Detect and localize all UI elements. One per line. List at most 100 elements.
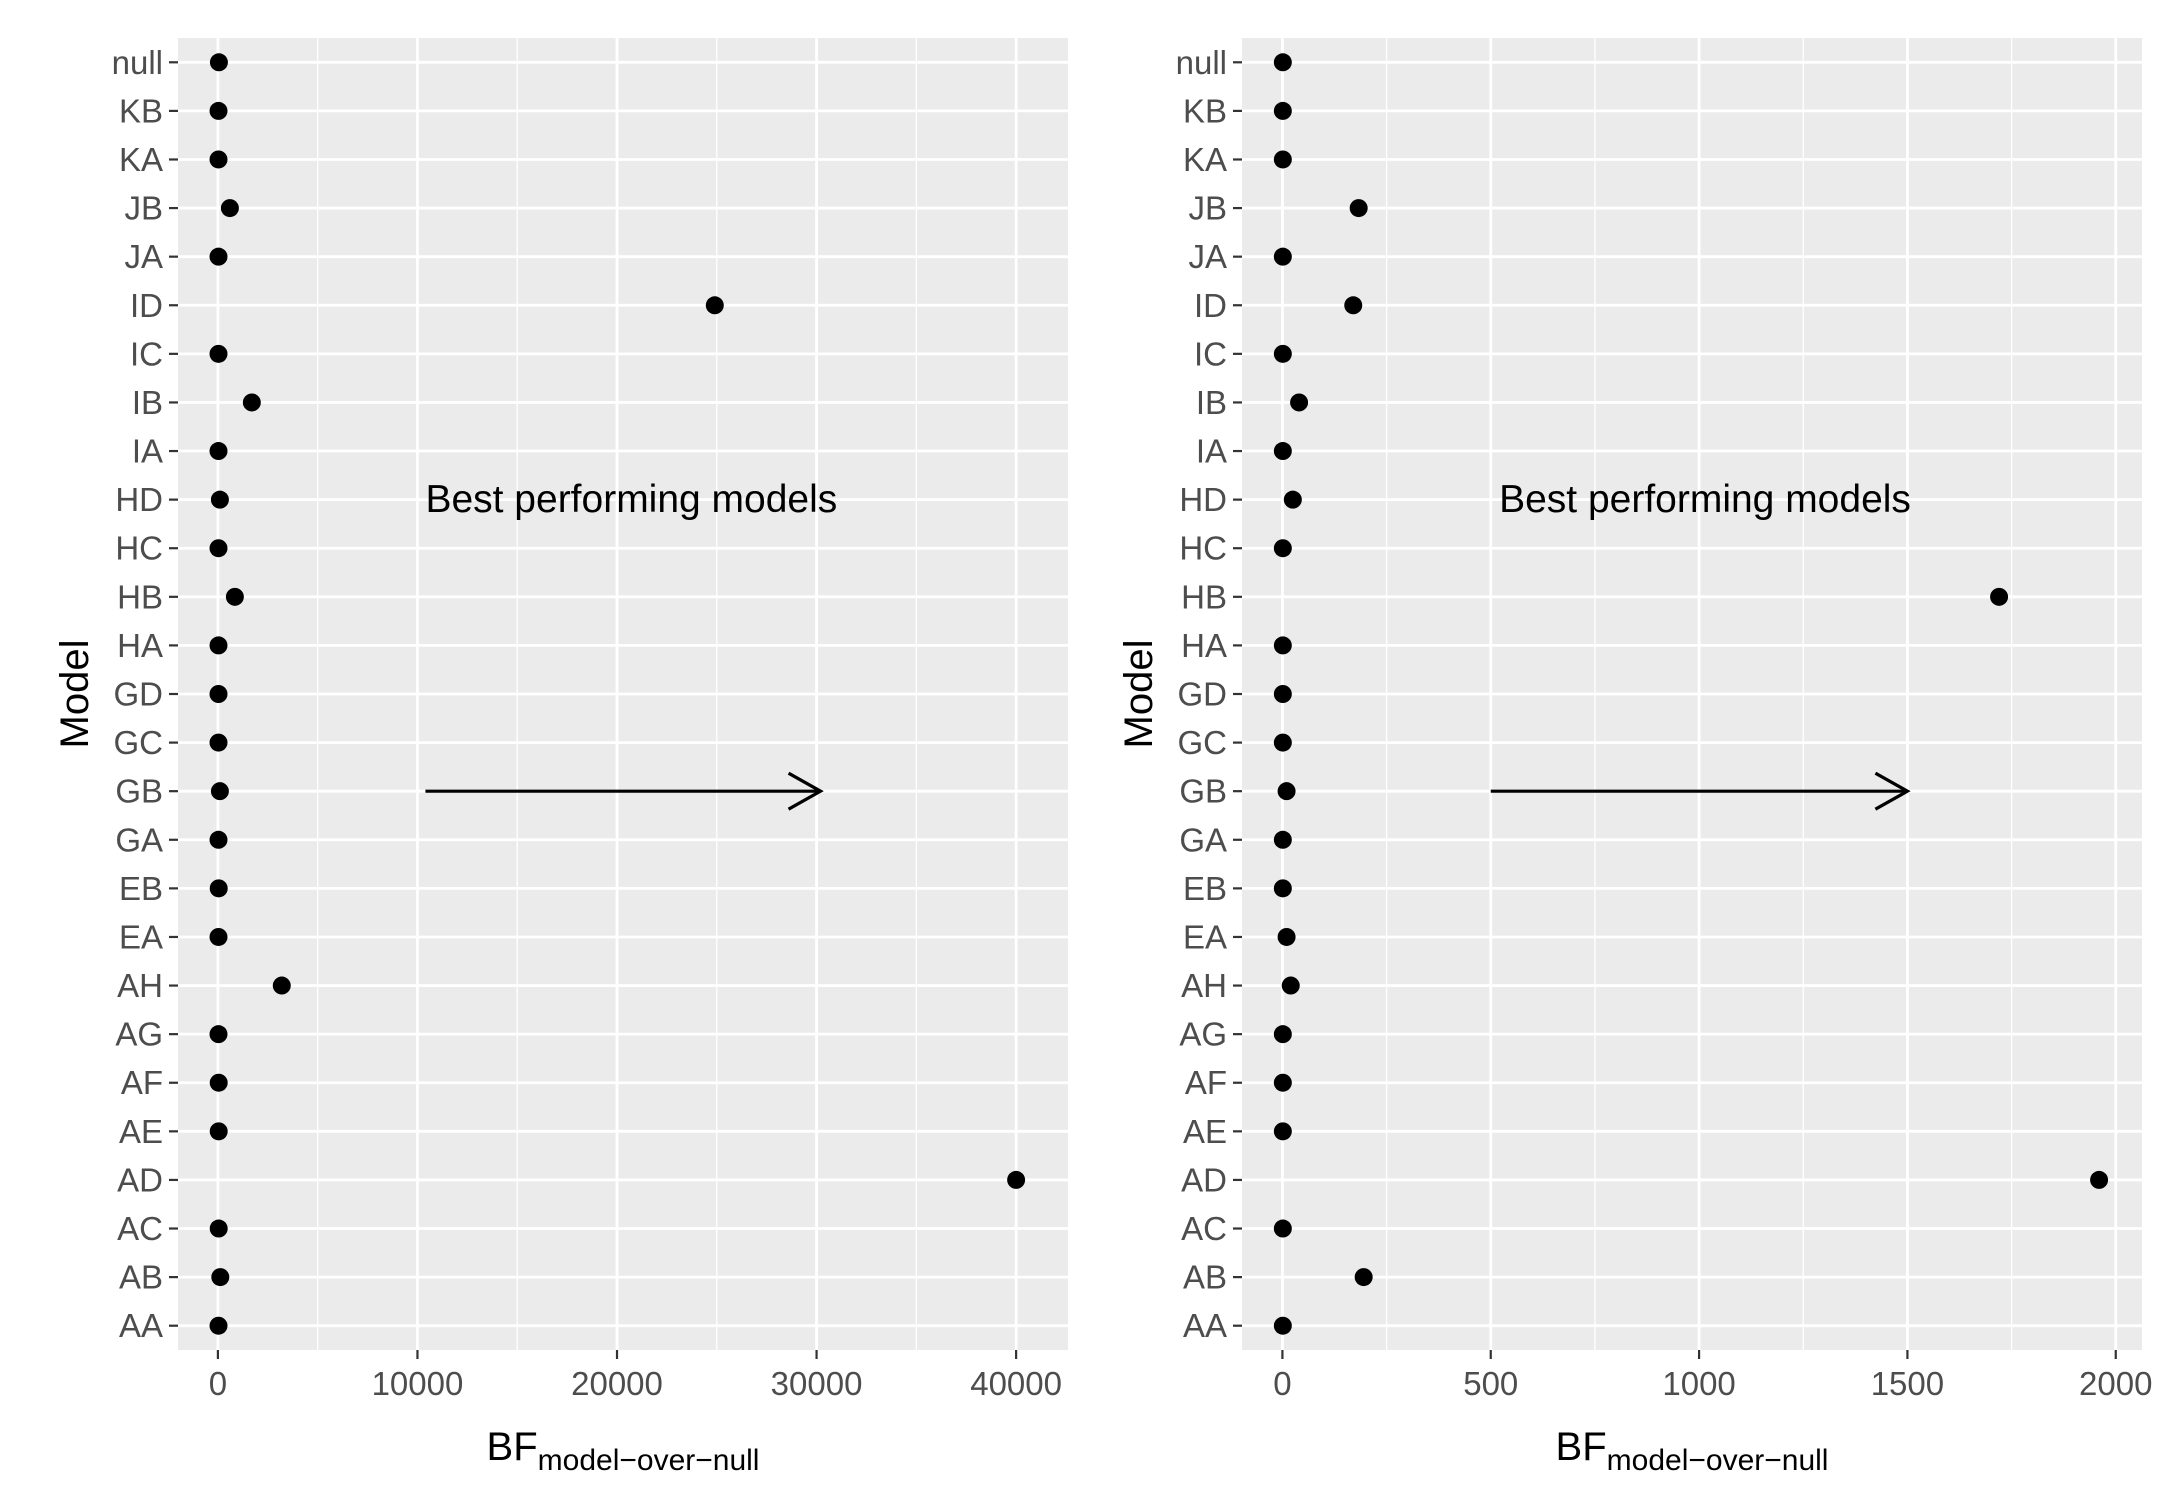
data-point-ID bbox=[1344, 296, 1363, 315]
data-point-GA bbox=[1273, 830, 1292, 849]
x-axis-title: BFmodel−over−null bbox=[1556, 1425, 1829, 1477]
data-point-ID bbox=[705, 296, 724, 315]
y-tick-label: EA bbox=[1183, 918, 1227, 955]
y-tick-label: IB bbox=[132, 384, 163, 421]
y-tick-label: JA bbox=[1188, 238, 1227, 275]
x-axis-title-subscript: model−over−null bbox=[538, 1444, 760, 1477]
y-tick-label: ID bbox=[1194, 287, 1227, 324]
data-point-IC bbox=[209, 344, 228, 363]
data-point-GB bbox=[1277, 782, 1296, 801]
y-tick-label: KA bbox=[1183, 141, 1227, 178]
x-tick-label: 20000 bbox=[571, 1365, 663, 1402]
data-point-HA bbox=[1273, 636, 1292, 655]
y-tick-label: KA bbox=[119, 141, 163, 178]
y-tick-label: HB bbox=[117, 578, 163, 615]
y-tick-label: AH bbox=[1181, 967, 1227, 1004]
data-point-AH bbox=[272, 976, 291, 995]
data-point-AF bbox=[1273, 1073, 1292, 1092]
y-tick-label: HC bbox=[115, 530, 163, 567]
data-point-KA bbox=[209, 150, 228, 169]
y-tick-label: KB bbox=[119, 92, 163, 129]
y-tick-label: IC bbox=[130, 335, 163, 372]
chart-panel-1: AA AB AC AD AE AF AG AH EA EB GA GB GC GD HA HB HC HD IA IB… bbox=[53, 38, 1068, 1477]
data-point-HD bbox=[210, 490, 229, 509]
data-point-IA bbox=[1273, 442, 1292, 461]
y-tick-label: EA bbox=[119, 918, 163, 955]
x-tick-label: 500 bbox=[1463, 1365, 1518, 1402]
y-tick-label: HC bbox=[1179, 530, 1227, 567]
y-tick-label: GB bbox=[1179, 773, 1227, 810]
y-tick-label: AE bbox=[1183, 1113, 1227, 1150]
data-point-IB bbox=[242, 393, 261, 412]
y-tick-label: AF bbox=[121, 1064, 163, 1101]
data-point-AC bbox=[1273, 1219, 1292, 1238]
y-tick-label: GA bbox=[115, 821, 163, 858]
data-point-JB bbox=[220, 199, 239, 218]
y-axis-title: Model bbox=[53, 640, 97, 749]
x-tick-label: 1500 bbox=[1871, 1365, 1944, 1402]
y-tick-label: GB bbox=[115, 773, 163, 810]
y-tick-label: null bbox=[1176, 44, 1227, 81]
data-point-KB bbox=[209, 101, 228, 120]
data-point-GD bbox=[1273, 685, 1292, 703]
data-point-KA bbox=[1273, 150, 1292, 169]
x-axis-title: BFmodel−over−null bbox=[487, 1425, 760, 1477]
y-tick-label: AA bbox=[119, 1307, 163, 1344]
data-point-HD bbox=[1283, 490, 1302, 509]
data-point-AH bbox=[1281, 976, 1300, 995]
data-point-AG bbox=[1273, 1025, 1292, 1044]
y-tick-label: AC bbox=[1181, 1210, 1227, 1247]
data-point-GB bbox=[210, 782, 229, 801]
data-point-JA bbox=[209, 247, 228, 266]
data-point-AD bbox=[2090, 1170, 2109, 1189]
y-tick-label: AE bbox=[119, 1113, 163, 1150]
data-point-AD bbox=[1007, 1170, 1026, 1189]
annotation-text: Best performing models bbox=[425, 478, 837, 521]
y-tick-label: IB bbox=[1196, 384, 1227, 421]
data-point-HC bbox=[209, 539, 228, 558]
y-tick-label: IA bbox=[1196, 433, 1227, 470]
data-point-IA bbox=[209, 442, 228, 461]
data-point-AC bbox=[209, 1219, 228, 1238]
y-tick-label: AG bbox=[1179, 1016, 1227, 1053]
data-point-EA bbox=[1277, 927, 1296, 946]
y-tick-label: JB bbox=[124, 190, 163, 227]
data-point-AB bbox=[211, 1268, 230, 1287]
data-point-KB bbox=[1273, 101, 1292, 120]
y-tick-label: JB bbox=[1188, 190, 1227, 227]
y-tick-label: HB bbox=[1181, 578, 1227, 615]
y-tick-label: GD bbox=[1178, 676, 1228, 713]
y-axis-title: Model bbox=[1117, 640, 1161, 749]
data-point-null bbox=[209, 53, 228, 72]
x-tick-label: 30000 bbox=[771, 1365, 863, 1402]
data-point-HC bbox=[1273, 539, 1292, 558]
data-point-HA bbox=[209, 636, 228, 655]
y-tick-label: EB bbox=[119, 870, 163, 907]
y-tick-label: HD bbox=[115, 481, 163, 518]
data-point-AB bbox=[1354, 1268, 1373, 1287]
data-point-GA bbox=[209, 830, 228, 849]
data-point-IC bbox=[1273, 344, 1292, 363]
data-point-GC bbox=[1273, 733, 1292, 752]
y-tick-label: AH bbox=[117, 967, 163, 1004]
data-point-AE bbox=[1273, 1122, 1292, 1141]
y-tick-label: JA bbox=[124, 238, 163, 275]
x-axis-title-subscript: model−over−null bbox=[1607, 1444, 1829, 1477]
x-tick-label: 0 bbox=[1273, 1365, 1291, 1402]
y-tick-label: AB bbox=[1183, 1259, 1227, 1296]
data-point-AA bbox=[1273, 1316, 1292, 1335]
x-tick-label: 0 bbox=[209, 1365, 227, 1402]
y-tick-label: null bbox=[112, 44, 163, 81]
y-tick-label: GD bbox=[114, 676, 164, 713]
x-tick-label: 40000 bbox=[970, 1365, 1062, 1402]
y-tick-label: IA bbox=[132, 433, 163, 470]
data-point-EB bbox=[209, 879, 228, 898]
y-tick-label: IC bbox=[1194, 335, 1227, 372]
data-point-HB bbox=[1990, 587, 2009, 606]
data-point-EB bbox=[1273, 879, 1292, 898]
x-tick-label: 10000 bbox=[372, 1365, 464, 1402]
y-tick-label: GC bbox=[114, 724, 164, 761]
chart-panel-2: AA AB AC AD AE AF AG AH EA EB GA GB GC GD HA HB HC HD IA IB… bbox=[1117, 38, 2152, 1477]
y-tick-label: HA bbox=[117, 627, 163, 664]
